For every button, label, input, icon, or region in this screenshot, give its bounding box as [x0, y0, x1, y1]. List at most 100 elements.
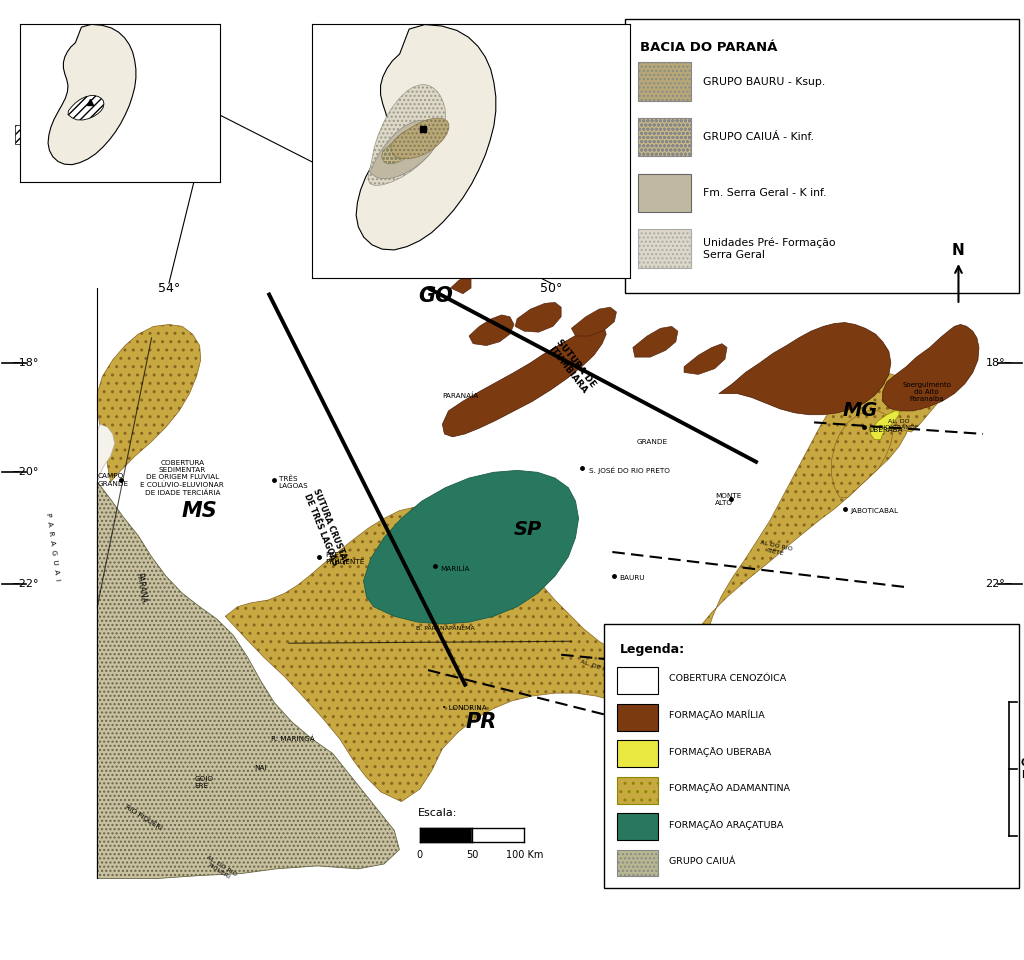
Text: 54° W: 54° W	[144, 51, 183, 64]
Text: FORMAÇÃO ADAMANTINA: FORMAÇÃO ADAMANTINA	[669, 783, 790, 793]
Polygon shape	[97, 482, 399, 878]
Text: MARILÍA: MARILÍA	[440, 565, 470, 571]
Text: PARANAÍA: PARANAÍA	[442, 393, 478, 398]
Text: ─18°: ─18°	[12, 358, 39, 368]
Polygon shape	[391, 118, 449, 158]
Text: 250 Km: 250 Km	[582, 213, 622, 223]
Text: AL. DE GUAPIARA: AL. DE GUAPIARA	[580, 660, 633, 681]
Text: SP: SP	[513, 520, 542, 540]
Text: 50: 50	[466, 850, 478, 859]
FancyBboxPatch shape	[638, 174, 691, 212]
Text: MONTE
ALTO: MONTE ALTO	[715, 492, 741, 506]
Text: B. PARANAPANEMA: B. PARANAPANEMA	[416, 626, 475, 632]
Text: COBERTURA CENOZÓICA: COBERTURA CENOZÓICA	[669, 674, 786, 684]
Polygon shape	[442, 326, 606, 437]
Text: UBERABA: UBERABA	[868, 427, 903, 433]
Polygon shape	[571, 307, 616, 336]
Polygon shape	[719, 323, 891, 415]
Text: Legenda:: Legenda:	[620, 643, 685, 657]
FancyBboxPatch shape	[15, 125, 44, 144]
Polygon shape	[469, 315, 514, 346]
Polygon shape	[633, 326, 678, 357]
FancyBboxPatch shape	[617, 850, 658, 876]
Text: 50°: 50°	[540, 281, 562, 295]
Text: BAURU: BAURU	[620, 575, 645, 581]
Text: AL. DO
RIO GRANDE: AL. DO RIO GRANDE	[880, 419, 919, 430]
Text: AL. DO RIO
PIQUERI: AL. DO RIO PIQUERI	[203, 855, 238, 882]
Text: 24°S: 24°S	[985, 708, 1012, 717]
Text: Unidades Pré- Formação
Serra Geral: Unidades Pré- Formação Serra Geral	[703, 237, 837, 260]
Text: 50°: 50°	[540, 51, 562, 64]
Polygon shape	[370, 120, 438, 179]
Text: ATUAL DISTRIBUIÇÃO DAS UNIDADES
BAURU E CAIUÁ NA AMÉRICA DO SUL: ATUAL DISTRIBUIÇÃO DAS UNIDADES BAURU E …	[51, 124, 201, 145]
Text: R. MARINGÁ: R. MARINGÁ	[271, 736, 315, 742]
Text: GRUPO CAIUÁ: GRUPO CAIUÁ	[669, 856, 735, 866]
Text: FORMAÇÃO MARÍLIA: FORMAÇÃO MARÍLIA	[669, 710, 765, 720]
FancyBboxPatch shape	[617, 777, 658, 804]
Polygon shape	[356, 25, 496, 250]
Text: S. JOSÉ DO RIO PRETO: S. JOSÉ DO RIO PRETO	[589, 467, 670, 474]
Text: AL. DO
PARANAPANEMA: AL. DO PARANAPANEMA	[802, 642, 853, 660]
Text: FORMAÇÃO ARAÇATUBA: FORMAÇÃO ARAÇATUBA	[669, 820, 783, 829]
Text: MS: MS	[182, 501, 217, 520]
Polygon shape	[893, 357, 948, 432]
Text: NAI: NAI	[254, 765, 266, 771]
Polygon shape	[225, 372, 913, 802]
Text: Fm. Serra Geral - K inf.: Fm. Serra Geral - K inf.	[703, 188, 827, 198]
Polygon shape	[97, 424, 115, 482]
Text: PARANA: PARANA	[135, 571, 147, 604]
Text: AL DO RIO
TIETÊ: AL DO RIO TIETÊ	[759, 540, 794, 558]
Polygon shape	[515, 302, 561, 332]
Text: CAMPO
GRANDE: CAMPO GRANDE	[97, 473, 128, 487]
FancyBboxPatch shape	[617, 667, 658, 694]
Polygon shape	[68, 96, 104, 120]
Text: ─20°: ─20°	[12, 468, 39, 477]
Text: N: N	[952, 243, 965, 258]
Polygon shape	[623, 674, 717, 714]
Polygon shape	[382, 128, 424, 164]
Text: TRÊS
LAGOAS: TRÊS LAGOAS	[279, 475, 308, 489]
FancyBboxPatch shape	[638, 62, 691, 101]
FancyBboxPatch shape	[604, 624, 1019, 888]
Text: • LONDRINA: • LONDRINA	[442, 706, 487, 711]
Polygon shape	[364, 470, 579, 624]
Text: JABOTICABAL: JABOTICABAL	[850, 508, 898, 514]
Polygon shape	[831, 411, 893, 497]
FancyBboxPatch shape	[617, 704, 658, 731]
Polygon shape	[883, 324, 979, 411]
Text: GO: GO	[418, 286, 453, 305]
Text: SUTURA CRUSTAL
DE TRÊS LAGOAS: SUTURA CRUSTAL DE TRÊS LAGOAS	[302, 487, 349, 569]
Text: GRANDE: GRANDE	[637, 439, 668, 444]
FancyBboxPatch shape	[625, 19, 1019, 293]
Text: COBERTURA
SEDIMENTAR
DE ORIGEM FLUVIAL
E COLÚVIO-ELUVIONAR
DE IDADE TERCIÁRIA: COBERTURA SEDIMENTAR DE ORIGEM FLUVIAL E…	[140, 461, 224, 495]
Text: Escala:: Escala:	[418, 808, 457, 818]
Text: GRUPO
BAURU: GRUPO BAURU	[1021, 758, 1024, 780]
Text: 22°─: 22°─	[985, 579, 1012, 588]
Text: RIO PIQUERI: RIO PIQUERI	[124, 804, 163, 831]
Text: BACIA DO PARANÁ: BACIA DO PARANÁ	[640, 41, 777, 55]
Polygon shape	[870, 411, 899, 440]
Text: GRUPO CAIUÁ - Kinf.: GRUPO CAIUÁ - Kinf.	[703, 132, 814, 142]
Polygon shape	[48, 24, 136, 165]
Text: 18°─: 18°─	[985, 358, 1012, 368]
Polygon shape	[368, 84, 445, 185]
Text: GRUPO BAURU - Ksup.: GRUPO BAURU - Ksup.	[703, 77, 825, 86]
Polygon shape	[451, 276, 471, 294]
Text: SUTURA DE
ITUMBIARA: SUTURA DE ITUMBIARA	[546, 338, 597, 396]
Polygon shape	[97, 324, 201, 482]
Text: PR: PR	[466, 712, 497, 732]
FancyBboxPatch shape	[617, 813, 658, 840]
Text: ─22°: ─22°	[12, 579, 39, 588]
Text: 54°: 54°	[158, 281, 180, 295]
Text: GOIO
ERÊ: GOIO ERÊ	[195, 776, 214, 789]
Text: AVARÉ: AVARÉ	[681, 642, 705, 648]
Text: PRES.
PRUDENTE: PRES. PRUDENTE	[326, 552, 365, 565]
FancyBboxPatch shape	[638, 229, 691, 268]
Text: FORMAÇÃO UBERABA: FORMAÇÃO UBERABA	[669, 747, 771, 756]
Polygon shape	[684, 344, 727, 374]
Text: P  A  R  A  G  U  A  I: P A R A G U A I	[45, 513, 61, 582]
FancyBboxPatch shape	[617, 740, 658, 767]
FancyBboxPatch shape	[638, 118, 691, 156]
Text: 0: 0	[417, 850, 423, 859]
Text: MG: MG	[843, 401, 878, 420]
